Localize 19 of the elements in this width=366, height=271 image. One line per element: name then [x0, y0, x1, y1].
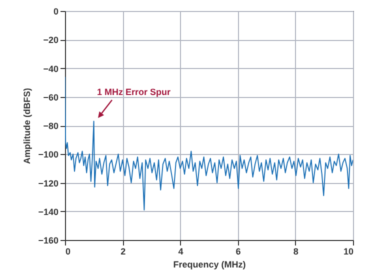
- y-tick-label: −80: [43, 121, 58, 131]
- y-tick-label: −20: [43, 35, 58, 46]
- y-tick-label: −160: [38, 236, 58, 246]
- line-series: [65, 76, 353, 210]
- x-tick-label: 4: [178, 246, 184, 256]
- y-tick-label: −100: [38, 150, 58, 160]
- y-tick-label: −120: [38, 178, 58, 188]
- x-tick-label: 8: [293, 246, 298, 256]
- x-tick-label: 2: [120, 246, 126, 256]
- y-tick-label: −60: [43, 92, 58, 102]
- x-tick-label: 10: [343, 246, 354, 256]
- x-tick-label: 0: [66, 246, 71, 256]
- annotation: 1 MHz Error Spur: [97, 87, 172, 97]
- x-tick-label: 6: [236, 246, 241, 256]
- y-tick-label: 0: [53, 6, 58, 16]
- y-tick-label: −140: [38, 206, 58, 217]
- y-axis-title: Amplitude (dBFS): [22, 88, 32, 164]
- x-axis-title: Frequency (MHz): [173, 260, 246, 270]
- y-tick-label: −40: [43, 64, 58, 74]
